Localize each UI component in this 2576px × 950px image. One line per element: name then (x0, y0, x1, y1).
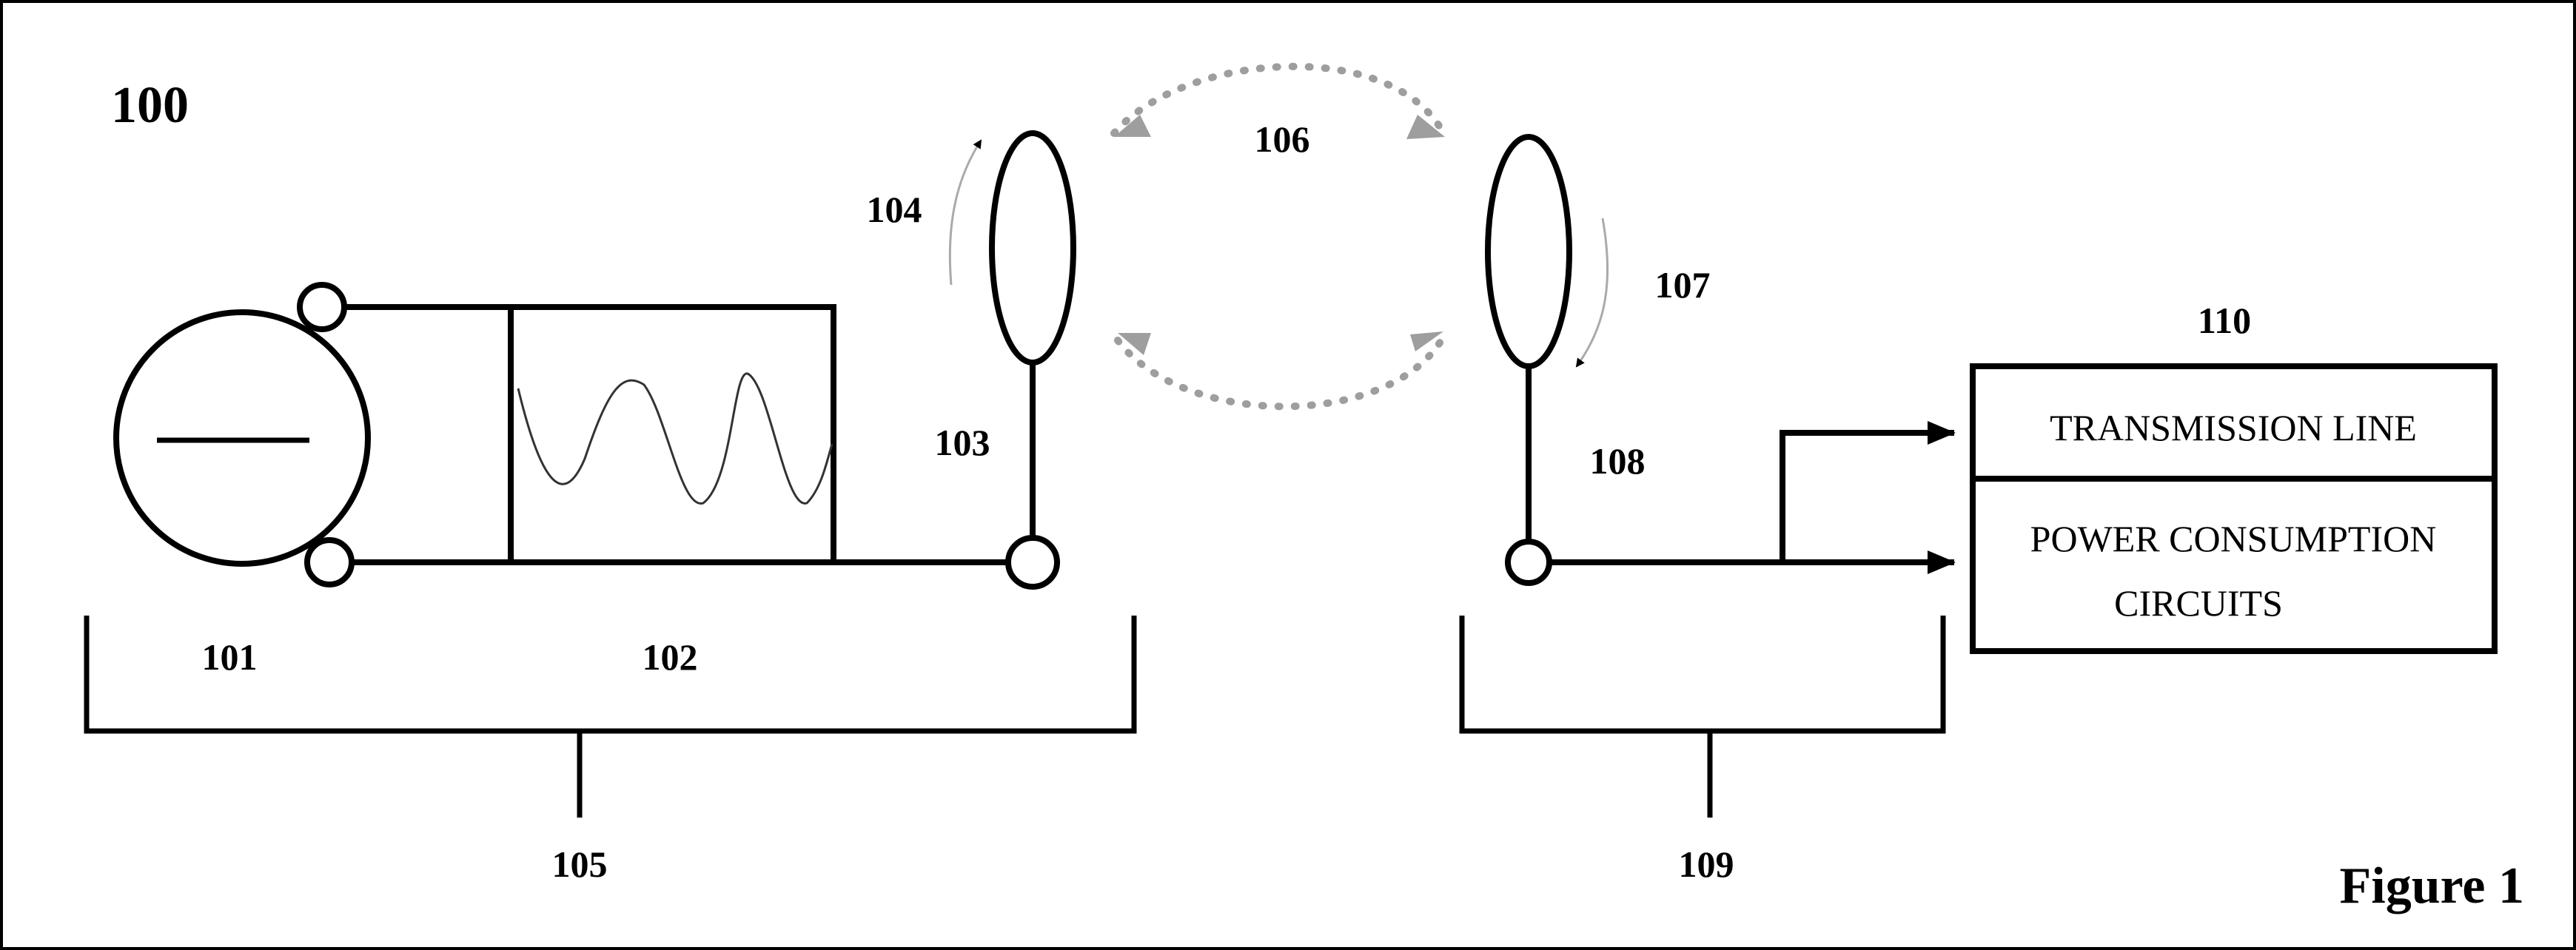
oscillator (508, 304, 836, 565)
ac-source (113, 282, 371, 587)
label-110: 110 (2198, 300, 2251, 341)
label-102: 102 (643, 636, 698, 678)
power-consumption-label-line2: CIRCUITS (2114, 582, 2283, 624)
ac-source-terminal-top (297, 282, 347, 332)
coupling-arrowhead-bottom-left (1118, 333, 1151, 355)
ac-source-circle (113, 309, 371, 567)
coupling-arc-bottom (1114, 333, 1447, 411)
tx-coil (948, 130, 1076, 590)
oscillator-box (508, 304, 836, 565)
sine-wave (517, 372, 833, 505)
rx-coil (1485, 134, 1609, 586)
rx-coil-loop (1485, 134, 1572, 369)
coupling-arc-top (1110, 63, 1447, 137)
coupling-arrowhead-top-right (1406, 115, 1445, 139)
transmission-line-label: TRANSMISSION LINE (2050, 407, 2417, 448)
reference-number-100: 100 (111, 77, 189, 134)
coupling-field (1110, 63, 1447, 411)
label-108: 108 (1590, 440, 1646, 482)
receiver-bracket (1459, 616, 1946, 818)
label-104: 104 (867, 189, 922, 230)
figure-title: Figure 1 (2339, 858, 2524, 914)
receiver-bracket-outline (1459, 616, 1946, 734)
label-103: 103 (935, 422, 990, 463)
label-109: 109 (1679, 843, 1734, 885)
coupling-arrowhead-bottom-right (1410, 331, 1443, 351)
power-consumption-label-line1: POWER CONSUMPTION (2030, 518, 2437, 559)
load-box-outline (1970, 363, 2498, 654)
transmitter-bracket (84, 616, 1137, 818)
tx-coil-direction-arrow (948, 139, 982, 286)
transmitter-bracket-outline (84, 616, 1137, 734)
rx-coil-direction-arrow (1575, 218, 1609, 368)
label-105: 105 (552, 843, 608, 885)
coupling-arrowhead-top-left (1114, 115, 1151, 137)
label-107: 107 (1655, 264, 1711, 306)
rx-coil-terminal (1505, 539, 1552, 586)
ac-source-terminal-bottom (304, 537, 355, 587)
load-box: TRANSMISSION LINE POWER CONSUMPTION CIRC… (1970, 363, 2498, 654)
tx-coil-loop (989, 130, 1076, 365)
rx-wiring (1549, 421, 1956, 574)
tx-coil-terminal (1005, 535, 1060, 590)
label-101: 101 (202, 636, 258, 678)
label-106: 106 (1255, 118, 1310, 160)
